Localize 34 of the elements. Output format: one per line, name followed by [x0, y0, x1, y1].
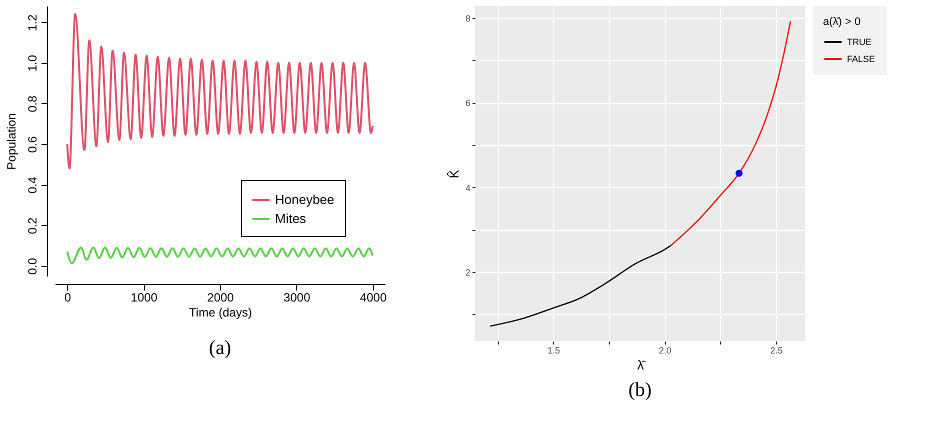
y-tick-label: 0.4 [26, 176, 40, 194]
x-tick-label: 1.5 [547, 346, 560, 356]
legend-label: FALSE [847, 54, 876, 64]
x-tick-label: 0 [64, 290, 72, 304]
x-tick-label: 2.0 [658, 346, 672, 356]
x-tick-label: 4000 [360, 290, 387, 304]
text: (a) [208, 337, 232, 359]
legend-label: Mites [275, 211, 307, 226]
line-series [490, 245, 672, 327]
line-series [670, 20, 792, 246]
y-tick-label: 2 [465, 267, 470, 278]
y-tick-label: 8 [465, 13, 470, 24]
text: (b) [628, 379, 652, 401]
legend-label: Honeybee [275, 192, 334, 207]
y-tick-label: 0.6 [26, 136, 40, 153]
legend-title: a(λ̄) > 0 [823, 16, 861, 28]
y-tick-label: 6 [465, 98, 470, 108]
y-tick-label: 0.2 [26, 217, 40, 234]
y-axis-title: K̂ [446, 169, 462, 178]
y-tick-label: 1.0 [26, 54, 40, 72]
y-axis-title: Population [4, 113, 18, 170]
x-axis-title: λ̄ [637, 358, 646, 372]
line-series [66, 246, 374, 264]
y-tick-label: 0.0 [26, 258, 40, 275]
legend-label: TRUE [847, 37, 872, 47]
x-tick-label: 2000 [207, 290, 234, 304]
y-tick-label: 0.8 [26, 95, 40, 112]
x-tick-label: 2.5 [770, 346, 783, 356]
y-tick-label: 1.2 [26, 14, 40, 32]
x-axis-title: Time (days) [189, 306, 252, 320]
x-tick-label: 3000 [284, 290, 311, 304]
x-tick-label: 1000 [130, 290, 158, 304]
line-series [66, 13, 374, 170]
y-tick-label: 4 [465, 182, 470, 193]
